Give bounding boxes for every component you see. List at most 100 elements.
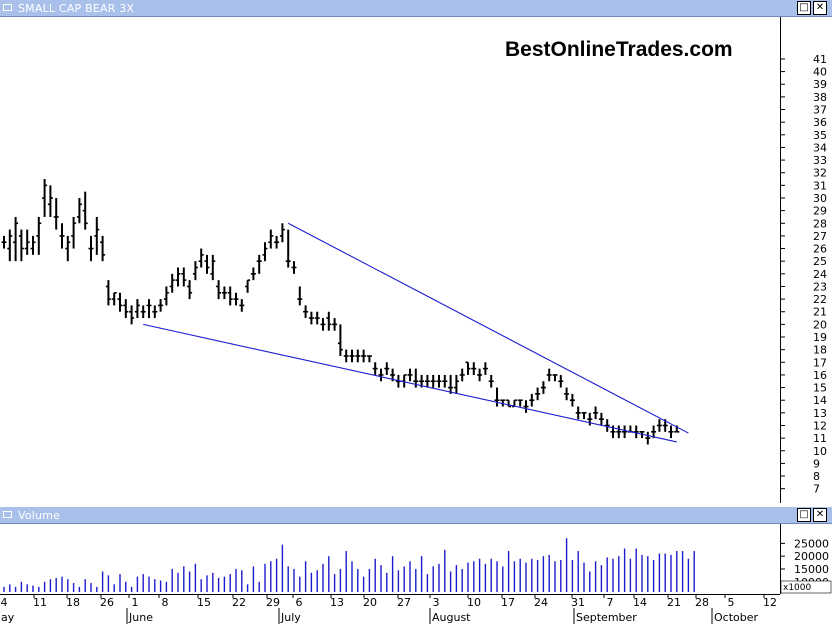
price-y-tick-label: 40	[813, 66, 827, 79]
date-day-label: 8	[162, 596, 169, 609]
date-day-label: 13	[330, 596, 344, 609]
ohlc-bar	[332, 318, 338, 331]
price-y-tick-label: 33	[813, 154, 827, 167]
ohlc-bar	[540, 381, 546, 394]
ohlc-bar	[482, 362, 488, 375]
date-day-label: 7	[607, 596, 614, 609]
volume-multiplier-label: x1000	[783, 583, 812, 593]
price-pane-close-icon[interactable]: ✕	[813, 1, 827, 15]
ohlc-bar	[529, 393, 535, 407]
date-day-label: 4	[1, 596, 8, 609]
ohlc-bar	[117, 292, 123, 312]
ohlc-bar	[268, 229, 274, 249]
ohlc-bar	[158, 299, 164, 312]
date-day-label: 21	[667, 596, 681, 609]
ohlc-bar	[256, 254, 262, 274]
price-y-tick-label: 30	[813, 192, 827, 205]
ohlc-bar	[198, 248, 204, 268]
ohlc-bar	[140, 305, 146, 319]
ohlc-bar	[372, 362, 378, 375]
ohlc-bar	[42, 179, 48, 217]
price-y-tick-label: 22	[813, 293, 827, 306]
volume-pane-restore-icon[interactable]: □	[797, 508, 811, 522]
ohlc-bar	[622, 425, 628, 439]
price-y-tick-label: 24	[813, 268, 827, 281]
ohlc-bar	[152, 305, 158, 319]
ohlc-bar	[204, 254, 210, 274]
ohlc-bar	[262, 242, 268, 262]
ohlc-bar	[616, 425, 622, 439]
date-axis: 4 11 18 26 1 8 15 22 29 6 13 20 27 3 10 17 24 31 7 14 21 28 5 1…	[0, 594, 780, 624]
price-chart: BestOnlineTrades.com 7891011121314151617…	[0, 17, 827, 503]
price-y-tick-label: 9	[813, 457, 820, 470]
ohlc-bar	[239, 299, 245, 312]
ohlc-bar	[448, 374, 454, 394]
ohlc-bar	[645, 431, 651, 445]
date-month-label: ay	[1, 611, 15, 624]
ohlc-bar	[88, 235, 94, 262]
ohlc-bar	[146, 299, 152, 319]
ohlc-bar	[668, 425, 674, 439]
date-day-label: 15	[197, 596, 211, 609]
ohlc-bar	[349, 349, 355, 363]
ohlc-bar	[552, 374, 558, 382]
ohlc-bar	[94, 216, 100, 255]
ohlc-bar	[424, 374, 430, 388]
ohlc-bar	[581, 412, 587, 420]
price-y-tick-label: 26	[813, 243, 827, 256]
volume-multiplier-box	[780, 580, 832, 594]
price-y-tick-label: 34	[813, 141, 827, 154]
ohlc-bar	[656, 419, 662, 432]
date-day-label: 24	[534, 596, 548, 609]
ohlc-bar	[216, 280, 222, 300]
ohlc-bar	[314, 311, 320, 325]
ohlc-bar	[639, 431, 645, 439]
date-month-label: June	[128, 611, 153, 624]
price-pane-restore-icon[interactable]: □	[797, 1, 811, 15]
ohlc-bar	[430, 374, 436, 388]
ohlc-bar	[82, 191, 88, 230]
date-month-label: October	[714, 611, 758, 624]
date-day-label: 29	[266, 596, 280, 609]
ohlc-bar	[291, 261, 297, 274]
ohlc-bar	[575, 406, 581, 420]
volume-plot-area	[0, 524, 780, 594]
date-day-label: 22	[232, 596, 246, 609]
ohlc-bar	[163, 286, 169, 306]
ohlc-bar	[129, 305, 135, 325]
price-y-tick-label: 20	[813, 318, 827, 331]
ohlc-bar	[274, 235, 280, 249]
ohlc-bar	[378, 368, 384, 382]
ohlc-bar	[343, 349, 349, 363]
ohlc-bar	[134, 299, 140, 319]
ohlc-bar	[308, 311, 314, 325]
ohlc-bar	[245, 279, 251, 293]
date-day-label: 6	[296, 596, 303, 609]
ohlc-bar	[169, 273, 175, 293]
price-pane-title-bar: SMALL CAP BEAR 3X □ ✕	[0, 0, 832, 17]
price-y-tick-label: 36	[813, 116, 827, 129]
ohlc-bar	[587, 412, 593, 426]
ohlc-bar	[221, 286, 227, 300]
volume-y-tick-label: 25000	[794, 537, 829, 550]
ohlc-bar	[59, 223, 65, 249]
ohlc-bar	[442, 374, 448, 388]
ohlc-bar	[564, 387, 570, 401]
date-day-label: 11	[33, 596, 47, 609]
price-y-tick-label: 17	[813, 356, 827, 369]
volume-pane-close-icon[interactable]: ✕	[813, 508, 827, 522]
ohlc-bar	[506, 399, 512, 408]
ohlc-bar	[210, 254, 216, 281]
price-plot-area	[0, 17, 780, 503]
ohlc-bar	[459, 368, 465, 382]
ohlc-bar	[355, 349, 361, 363]
price-y-tick-label: 28	[813, 217, 827, 230]
price-y-tick-label: 35	[813, 129, 827, 142]
ohlc-bar	[297, 286, 303, 306]
pane-menu-icon[interactable]	[3, 511, 12, 518]
ohlc-bar	[1, 235, 7, 249]
date-day-label: 17	[501, 596, 515, 609]
volume-y-tick-label: 15000	[794, 563, 829, 576]
pane-menu-icon[interactable]	[3, 4, 12, 11]
ohlc-bar	[517, 399, 523, 407]
